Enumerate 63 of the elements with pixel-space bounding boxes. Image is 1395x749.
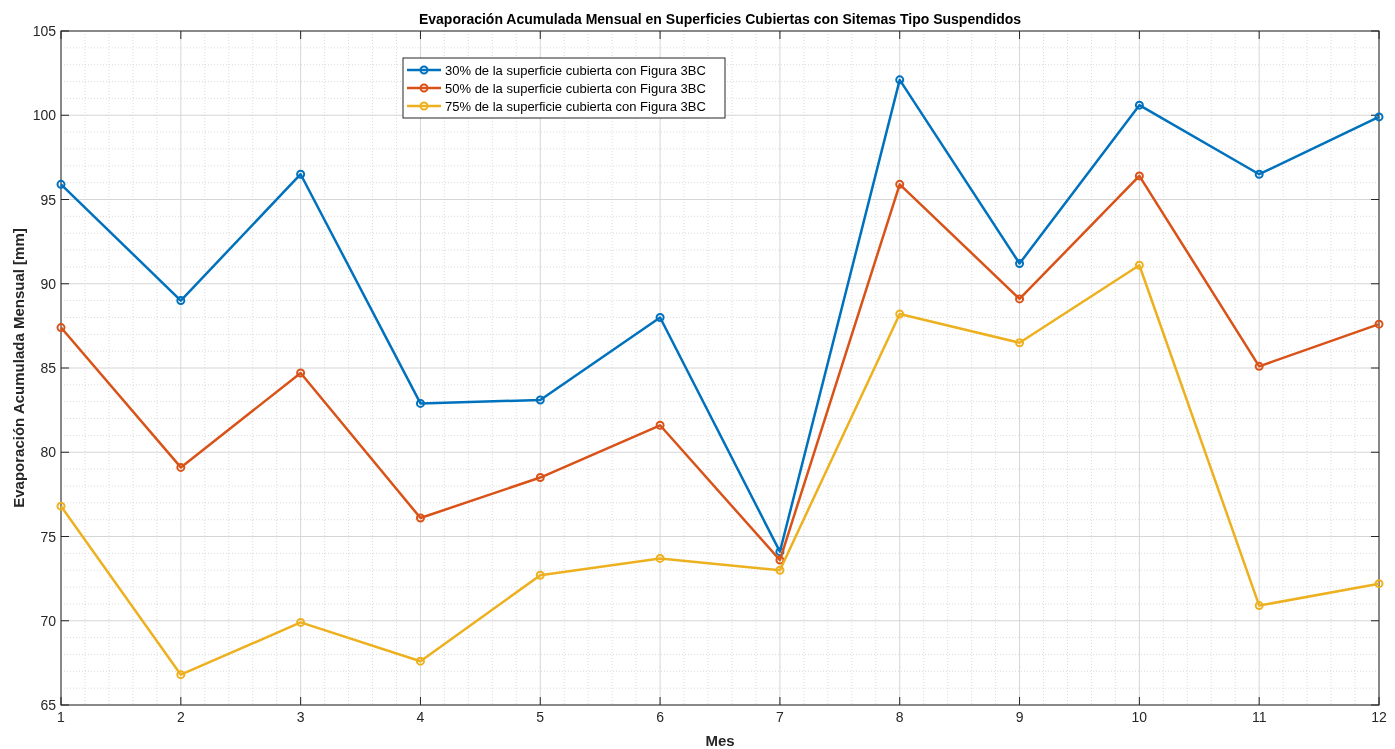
point (655, 420, 665, 430)
y-tick-label: 90 (40, 275, 57, 292)
point (895, 309, 905, 319)
x-tick-label: 6 (656, 709, 665, 725)
x-tick-label: 2 (176, 709, 185, 725)
x-tick-label: 12 (1371, 709, 1387, 725)
point (296, 368, 306, 378)
point (176, 462, 186, 472)
x-tick-label: 4 (416, 709, 425, 725)
point (56, 323, 66, 333)
point (1374, 579, 1384, 589)
y-tick-label: 100 (32, 107, 57, 124)
point (1254, 361, 1264, 371)
point (1374, 319, 1384, 329)
point (655, 312, 665, 322)
x-tick-label: 9 (1015, 709, 1024, 725)
x-tick-label: 8 (895, 709, 904, 725)
point (895, 179, 905, 189)
y-tick-label: 85 (40, 360, 57, 376)
x-tick-label: 11 (1251, 709, 1267, 725)
point (56, 501, 66, 511)
point (176, 670, 186, 680)
point (1015, 294, 1025, 304)
x-tick-label: 1 (57, 709, 66, 725)
point (1015, 338, 1025, 348)
point (535, 570, 545, 580)
point (1254, 601, 1264, 611)
legend-label: 75% de la superficie cubierta con Figura 3BC (445, 99, 706, 114)
point (56, 179, 66, 189)
point (415, 398, 425, 408)
x-tick-label: 7 (776, 709, 785, 725)
point (1254, 169, 1264, 179)
y-tick-label: 105 (32, 23, 57, 39)
y-axis-title: Evaporación Acumulada Mensual [mm] (10, 228, 27, 508)
point (1134, 171, 1144, 181)
point (775, 555, 785, 565)
y-tick-label: 95 (40, 191, 57, 208)
legend-label: 30% de la superficie cubierta con Figura 3BC (445, 63, 706, 78)
point (1374, 112, 1384, 122)
y-tick-label: 70 (40, 612, 57, 629)
x-tick-label: 10 (1131, 709, 1148, 725)
point (415, 513, 425, 523)
legend-label: 50% de la superficie cubierta con Figura 3BC (445, 81, 706, 96)
point (655, 553, 665, 563)
point (296, 169, 306, 179)
x-tick-label: 5 (536, 709, 545, 725)
point (775, 547, 785, 557)
point (775, 565, 785, 575)
point (895, 75, 905, 85)
y-tick-label: 75 (40, 528, 57, 545)
x-tick-label: 3 (296, 709, 305, 725)
point (1134, 260, 1144, 270)
chart-title: Evaporación Acumulada Mensual en Superficies Cubiertas con Sitemas Tipo Suspendidos (418, 11, 1022, 27)
y-tick-label: 80 (40, 444, 57, 461)
point (176, 296, 186, 306)
point (535, 473, 545, 483)
x-axis-title: Mes (705, 732, 735, 749)
point (296, 617, 306, 627)
point (535, 395, 545, 405)
point (1015, 259, 1025, 269)
point (1134, 100, 1144, 110)
point (415, 656, 425, 666)
y-tick-label: 65 (40, 697, 57, 713)
